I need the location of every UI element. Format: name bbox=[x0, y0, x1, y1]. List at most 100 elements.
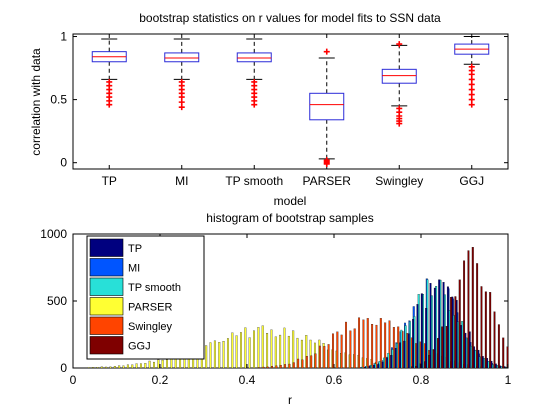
legend-swatch bbox=[89, 277, 124, 296]
histogram-bar bbox=[336, 331, 339, 369]
histogram-bar bbox=[318, 345, 321, 369]
histogram-bar bbox=[126, 364, 129, 369]
histogram-bar bbox=[423, 361, 426, 369]
histogram-bar bbox=[467, 250, 470, 369]
histogram-xtick-label: 0.4 bbox=[239, 373, 256, 387]
histogram-bar bbox=[371, 324, 374, 369]
histogram-bar bbox=[410, 366, 413, 369]
boxplot-xlabel: model bbox=[274, 194, 307, 208]
boxplot-outlier bbox=[323, 48, 330, 55]
histogram-bar bbox=[288, 363, 291, 369]
histogram-bar bbox=[340, 334, 343, 369]
histogram-bar bbox=[292, 362, 295, 369]
histogram-bar bbox=[358, 317, 361, 369]
histogram-bar bbox=[497, 324, 500, 369]
histogram-bar bbox=[362, 319, 365, 369]
boxplot-ylabel: correlation with data bbox=[29, 48, 43, 156]
legend-swatch bbox=[89, 238, 124, 257]
histogram-chart: histogram of bootstrap samples r 0 0.2 0.4… bbox=[40, 211, 511, 407]
histogram-bar bbox=[381, 361, 384, 369]
histogram-xtick-label: 0.6 bbox=[326, 373, 343, 387]
histogram-bar bbox=[297, 358, 300, 369]
histogram-bar bbox=[323, 346, 326, 369]
histogram-bar bbox=[441, 326, 444, 369]
histogram-legend: TP MI TP smooth PARSER Swingley GGJ bbox=[86, 235, 205, 360]
histogram-bar bbox=[388, 320, 391, 369]
histogram-bar bbox=[284, 364, 287, 369]
histogram-bar bbox=[437, 338, 439, 369]
histogram-bar bbox=[275, 365, 278, 369]
boxplot-outlier bbox=[468, 91, 475, 98]
histogram-bar bbox=[148, 360, 151, 369]
histogram-bar bbox=[420, 293, 423, 369]
histogram-bar bbox=[368, 366, 371, 369]
histogram-bar bbox=[226, 338, 229, 369]
histogram-bar bbox=[279, 365, 282, 369]
legend-entry: TP bbox=[128, 243, 142, 255]
histogram-bar bbox=[471, 247, 474, 369]
histogram-ytick-label: 1000 bbox=[40, 227, 67, 241]
boxplot-outlier bbox=[468, 101, 475, 108]
histogram-bar bbox=[253, 330, 255, 369]
histogram-bar bbox=[375, 324, 378, 369]
histogram-bar bbox=[266, 333, 269, 369]
boxplot-xtick-label: TP bbox=[102, 174, 117, 188]
histogram-bar bbox=[394, 347, 397, 369]
legend-entry: TP smooth bbox=[128, 282, 181, 294]
histogram-bar bbox=[502, 337, 505, 369]
boxplot-ytick-label: 0.5 bbox=[50, 93, 67, 107]
boxplot-box bbox=[381, 68, 417, 84]
histogram-bar bbox=[287, 335, 290, 369]
boxplot-outlier bbox=[178, 104, 185, 111]
histogram-bar bbox=[113, 366, 116, 369]
boxplot-outlier bbox=[178, 99, 185, 106]
boxplot-xtick-label: Swingley bbox=[375, 174, 423, 188]
histogram-xtick-label: 1 bbox=[505, 373, 512, 387]
boxplot-outlier bbox=[468, 76, 475, 83]
histogram-bar bbox=[135, 363, 138, 369]
histogram-bar bbox=[364, 367, 367, 369]
histogram-bar bbox=[476, 263, 479, 369]
histogram-bar bbox=[222, 340, 225, 369]
histogram-bar bbox=[258, 367, 260, 369]
legend-entry: GGJ bbox=[128, 340, 151, 352]
boxplot-xtick-label: PARSER bbox=[303, 174, 352, 188]
histogram-bar bbox=[433, 287, 436, 369]
histogram-bar bbox=[144, 363, 147, 369]
boxplot-box bbox=[309, 92, 345, 121]
histogram-bar bbox=[314, 353, 317, 369]
histogram-xtick-label: 0.8 bbox=[413, 373, 430, 387]
legend-entry: PARSER bbox=[128, 301, 172, 313]
boxplot-outlier bbox=[323, 160, 330, 167]
histogram-bar bbox=[384, 322, 387, 369]
histogram-bar bbox=[305, 356, 308, 369]
histogram-ytick-label: 0 bbox=[60, 361, 67, 375]
histogram-bar bbox=[429, 283, 432, 369]
boxplot-outlier bbox=[396, 41, 403, 48]
histogram-bar bbox=[209, 342, 212, 369]
histogram-bar bbox=[416, 304, 419, 369]
boxplot-outlier bbox=[468, 81, 475, 88]
legend-swatch bbox=[89, 258, 124, 277]
boxplot-box bbox=[164, 52, 200, 63]
histogram-title: histogram of bootstrap samples bbox=[206, 211, 373, 225]
boxplot-xtick-label: GGJ bbox=[459, 174, 484, 188]
histogram-bar bbox=[332, 333, 334, 369]
legend-entry: Swingley bbox=[128, 321, 173, 333]
histogram-bar bbox=[493, 311, 496, 369]
histogram-bar bbox=[425, 308, 428, 369]
histogram-bar bbox=[262, 366, 265, 369]
histogram-bar bbox=[87, 367, 90, 369]
boxplot-title: bootstrap statistics on r values for mod… bbox=[139, 11, 441, 25]
histogram-bar bbox=[283, 327, 286, 369]
histogram-bar bbox=[131, 364, 134, 369]
histogram-bar bbox=[412, 319, 415, 369]
histogram-bar bbox=[122, 365, 125, 369]
boxplot-outlier bbox=[468, 86, 475, 93]
histogram-bar bbox=[392, 327, 395, 369]
histogram-bar bbox=[403, 340, 406, 369]
histogram-bar bbox=[301, 359, 304, 369]
histogram-bar bbox=[166, 359, 168, 369]
boxplot-xtick-label: TP smooth bbox=[225, 174, 283, 188]
histogram-bar bbox=[261, 325, 264, 369]
